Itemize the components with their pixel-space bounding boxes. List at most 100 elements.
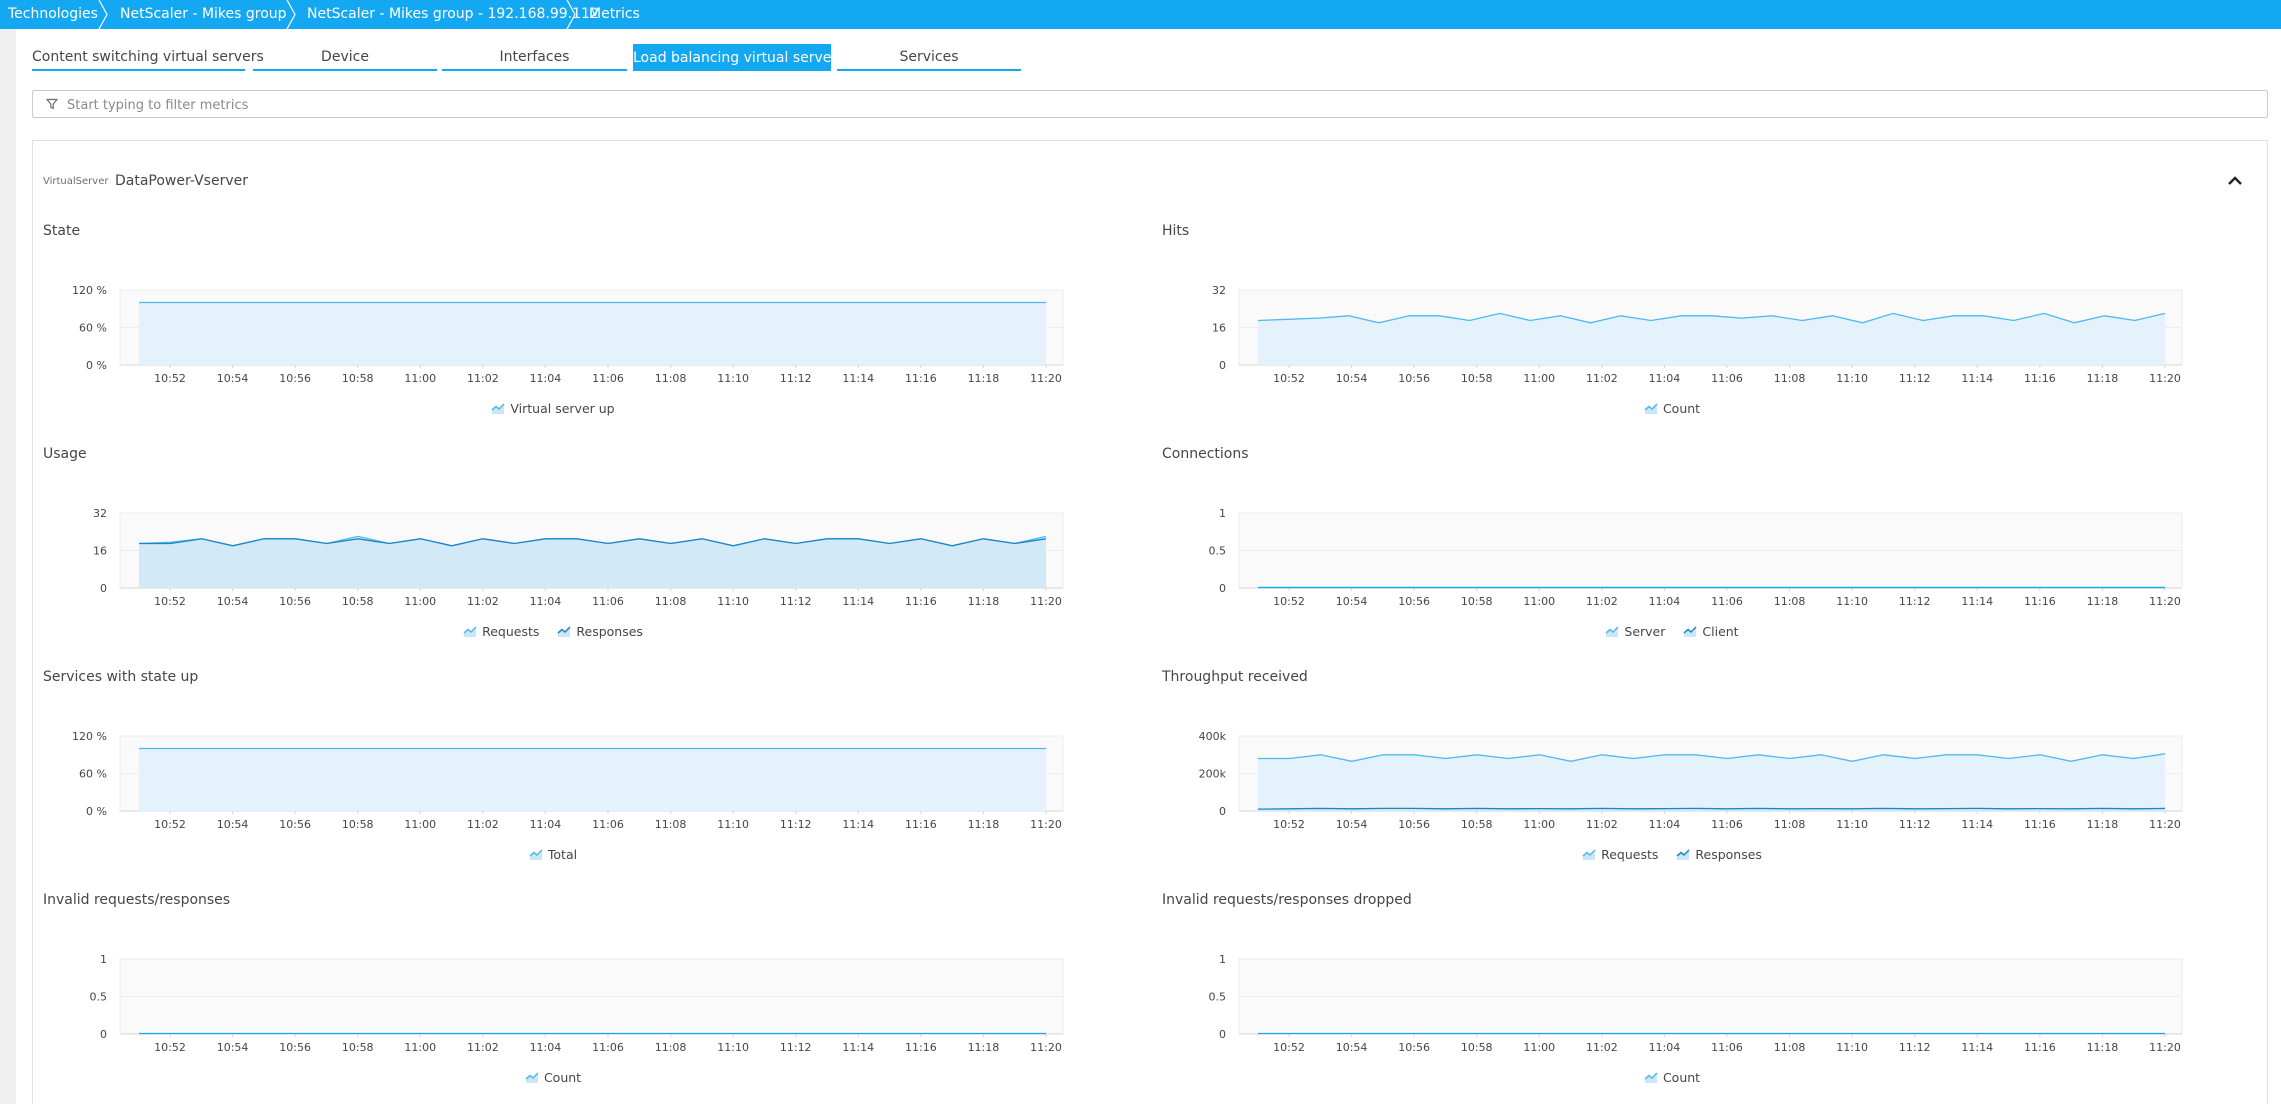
legend-label: Total — [547, 847, 578, 862]
legend-item-virtual-server-up[interactable]: Virtual server up — [491, 401, 615, 416]
y-tick-label: 60 % — [79, 322, 107, 335]
series-area-requests — [1258, 753, 2165, 811]
x-tick-label: 11:08 — [655, 372, 687, 385]
x-tick-label: 11:18 — [2087, 372, 2119, 385]
x-tick-label: 10:56 — [279, 372, 311, 385]
x-tick-label: 11:00 — [1523, 1041, 1555, 1054]
chart-title: Throughput received — [1162, 669, 1308, 685]
x-tick-label: 11:16 — [905, 372, 937, 385]
y-tick-label: 200k — [1199, 768, 1227, 781]
x-tick-label: 10:52 — [1273, 818, 1305, 831]
chart-state: State 120 % 60 % 0 % 10:52 10:54 10:56 10:58 11:… — [43, 223, 1143, 438]
x-tick-label: 11:00 — [404, 818, 436, 831]
tab-interfaces[interactable]: Interfaces — [442, 43, 627, 71]
entity-type-label: VirtualServer — [43, 176, 109, 187]
x-tick-label: 10:54 — [217, 818, 249, 831]
x-tick-label: 11:20 — [2149, 372, 2181, 385]
x-tick-label: 11:04 — [530, 1041, 562, 1054]
y-tick-label: 1 — [1219, 507, 1226, 520]
y-tick-label: 0 — [1219, 1028, 1226, 1041]
x-tick-label: 11:04 — [1649, 1041, 1681, 1054]
y-tick-label: 0 % — [86, 805, 107, 818]
y-tick-label: 32 — [1212, 284, 1226, 297]
chart-title: State — [43, 223, 81, 239]
x-tick-label: 10:52 — [154, 818, 186, 831]
legend-item-client[interactable]: Client — [1683, 624, 1739, 639]
x-tick-label: 10:58 — [1461, 1041, 1493, 1054]
x-tick-label: 11:00 — [404, 595, 436, 608]
x-tick-label: 11:12 — [780, 595, 812, 608]
chart-throughput-received: Throughput received 400k 200k 0 10:52 10:54 10… — [1162, 669, 2262, 884]
x-tick-label: 10:58 — [1461, 372, 1493, 385]
filter-input[interactable] — [65, 91, 2249, 119]
x-tick-label: 11:12 — [1899, 1041, 1931, 1054]
x-tick-label: 11:00 — [404, 1041, 436, 1054]
x-tick-label: 10:56 — [279, 1041, 311, 1054]
area-chart-icon — [557, 625, 571, 637]
legend-item-responses[interactable]: Responses — [557, 624, 643, 639]
x-tick-label: 11:00 — [1523, 595, 1555, 608]
area-chart-icon — [1582, 848, 1596, 860]
y-tick-label: 16 — [93, 545, 107, 558]
x-tick-label: 11:04 — [1649, 595, 1681, 608]
breadcrumb: Technologies NetScaler - Mikes group Net… — [0, 0, 2281, 29]
x-tick-label: 10:54 — [217, 595, 249, 608]
x-tick-label: 10:54 — [1336, 595, 1368, 608]
x-tick-label: 11:08 — [1774, 818, 1806, 831]
y-tick-label: 0.5 — [90, 991, 108, 1004]
x-tick-label: 10:56 — [1398, 1041, 1430, 1054]
chart-plot: 32 16 0 10:52 10:54 10:56 10:58 11:00 11:02 11:04… — [93, 507, 1064, 608]
legend-item-requests[interactable]: Requests — [1582, 847, 1658, 862]
y-tick-label: 0 — [1219, 805, 1226, 818]
x-tick-label: 11:10 — [717, 818, 749, 831]
x-tick-label: 10:56 — [1398, 372, 1430, 385]
legend-label: Count — [1662, 401, 1701, 416]
tab-device[interactable]: Device — [253, 43, 437, 71]
x-tick-label: 11:08 — [655, 818, 687, 831]
area-chart-icon — [463, 625, 477, 637]
x-tick-label: 11:14 — [842, 818, 874, 831]
x-tick-label: 11:12 — [780, 1041, 812, 1054]
area-chart-icon — [1644, 1071, 1658, 1083]
series-area-count — [1258, 313, 2165, 365]
breadcrumb-item-netscaler-device[interactable]: NetScaler - Mikes group - 192.168.99.112 — [307, 6, 599, 22]
x-tick-label: 11:02 — [1586, 595, 1618, 608]
series-line-responses — [139, 538, 1047, 547]
x-tick-label: 11:20 — [2149, 818, 2181, 831]
legend-item-count[interactable]: Count — [525, 1070, 581, 1085]
tab-load-balancing[interactable]: Load balancing virtual servers — [633, 44, 844, 71]
legend-item-count[interactable]: Count — [1644, 1070, 1700, 1085]
series-area-responses — [139, 538, 1046, 588]
breadcrumb-item-technologies[interactable]: Technologies — [8, 6, 98, 22]
legend-item-count[interactable]: Count — [1644, 401, 1700, 416]
x-tick-label: 10:52 — [154, 372, 186, 385]
chart-plot: 120 % 60 % 0 % 10:52 10:54 10:56 10:58 11:00 11:… — [72, 284, 1064, 385]
legend-item-total[interactable]: Total — [529, 847, 577, 862]
legend-item-requests[interactable]: Requests — [463, 624, 539, 639]
x-tick-label: 10:54 — [217, 372, 249, 385]
chart-plot: 120 % 60 % 0 % 10:52 10:54 10:56 10:58 11:00 11:… — [72, 730, 1064, 831]
x-tick-label: 11:02 — [467, 1041, 499, 1054]
legend-label: Virtual server up — [510, 401, 615, 416]
area-chart-icon — [525, 1071, 539, 1083]
chevron-up-icon[interactable] — [2224, 172, 2246, 190]
x-tick-label: 11:06 — [1711, 818, 1743, 831]
y-tick-label: 0.5 — [1209, 991, 1227, 1004]
x-tick-label: 11:02 — [467, 818, 499, 831]
chart-legend: Count — [1162, 1070, 2182, 1087]
legend-item-responses[interactable]: Responses — [1676, 847, 1762, 862]
breadcrumb-item-netscaler-group[interactable]: NetScaler - Mikes group — [120, 6, 287, 22]
tab-services[interactable]: Services — [837, 43, 1021, 71]
legend-item-server[interactable]: Server — [1605, 624, 1665, 639]
x-tick-label: 11:02 — [1586, 372, 1618, 385]
x-tick-label: 10:54 — [1336, 1041, 1368, 1054]
tab-content-switching[interactable]: Content switching virtual servers — [32, 43, 264, 71]
x-tick-label: 11:00 — [1523, 372, 1555, 385]
metric-filter — [32, 90, 2268, 119]
x-tick-label: 10:52 — [1273, 595, 1305, 608]
x-tick-label: 11:12 — [780, 818, 812, 831]
chevron-right-icon — [98, 0, 108, 29]
x-tick-label: 10:54 — [1336, 818, 1368, 831]
x-tick-label: 10:54 — [1336, 372, 1368, 385]
x-tick-label: 11:20 — [1030, 372, 1062, 385]
